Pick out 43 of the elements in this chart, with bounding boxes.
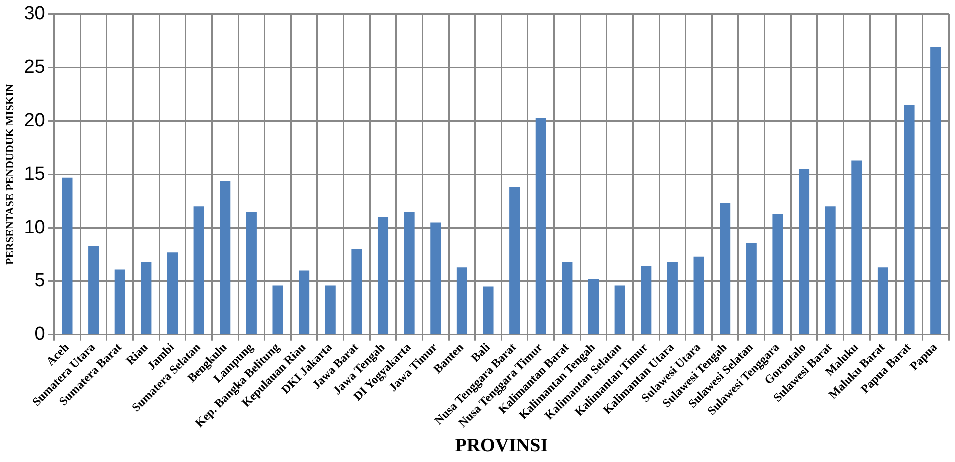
y-tick-label: 5 <box>34 270 46 292</box>
bar <box>272 286 284 334</box>
bar <box>878 268 888 334</box>
bar <box>614 286 626 334</box>
bar <box>378 217 389 334</box>
bar <box>299 270 310 334</box>
x-axis-title: PROVINSI <box>455 436 548 457</box>
y-tick-label: 25 <box>24 57 46 78</box>
bar <box>562 262 573 334</box>
bar <box>694 256 704 334</box>
bar <box>404 212 415 334</box>
bar <box>352 249 362 334</box>
bar <box>141 262 152 334</box>
bar <box>772 214 784 334</box>
bar <box>246 212 257 334</box>
bar <box>930 48 942 334</box>
bar <box>456 268 468 334</box>
bar <box>167 252 178 334</box>
bar <box>220 181 231 334</box>
bar <box>536 118 546 334</box>
bar <box>852 160 862 334</box>
bar <box>641 266 652 334</box>
y-tick-label: 30 <box>24 4 46 25</box>
bar <box>667 262 678 334</box>
y-tick-label: 15 <box>24 164 46 185</box>
bar <box>510 187 520 334</box>
y-tick-label: 10 <box>24 217 46 238</box>
bar <box>746 242 757 334</box>
bar <box>799 169 810 334</box>
bar <box>325 286 336 334</box>
bar <box>825 206 836 334</box>
bar <box>194 206 204 334</box>
bar <box>904 105 915 334</box>
bar <box>88 246 100 334</box>
bar <box>588 279 600 334</box>
bar <box>62 178 73 334</box>
bar <box>483 286 494 334</box>
y-axis-title: PERSENTASE PENDUDUK MISKIN <box>4 84 16 265</box>
y-tick-label: 20 <box>24 110 46 132</box>
bar <box>114 270 126 334</box>
bar <box>720 203 731 334</box>
y-tick-label: 0 <box>34 324 46 346</box>
bar <box>430 222 442 334</box>
